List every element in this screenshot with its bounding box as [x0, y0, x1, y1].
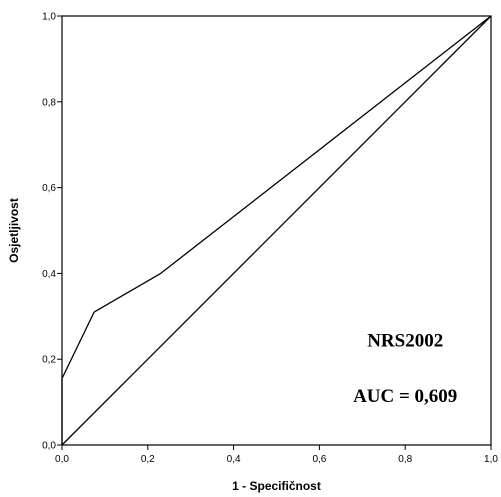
roc-curve-line: [61, 15, 492, 445]
reference-diagonal-line: [61, 15, 492, 446]
y-tick-label: 0,2: [42, 355, 56, 366]
y-axis-title: Osjetljivost: [7, 198, 21, 263]
x-tick-label: 1,0: [484, 454, 498, 465]
annotation-model-name: NRS2002: [367, 330, 443, 351]
x-axis-title: 1 - Specifičnost: [232, 479, 321, 493]
plot-border: [61, 15, 492, 446]
y-axis: 0,0 0,2 0,4 0,6 0,8 1,0: [42, 12, 62, 452]
x-tick-label: 0,2: [141, 454, 155, 465]
series-group: [61, 15, 492, 446]
annotation-auc: AUC = 0,609: [353, 386, 457, 407]
x-axis: 0,0 0,2 0,4 0,6 0,8 1,0: [55, 445, 498, 465]
x-tick-label: 0,6: [312, 454, 326, 465]
annotations-group: NRS2002 AUC = 0,609: [353, 330, 457, 407]
x-tick-label: 0,0: [55, 454, 69, 465]
plot-area: [61, 15, 492, 446]
y-tick-label: 0,4: [42, 269, 56, 280]
x-tick-label: 0,4: [227, 454, 241, 465]
y-tick-label: 0,0: [42, 441, 56, 452]
y-tick-label: 0,8: [42, 97, 56, 108]
y-tick-label: 1,0: [42, 12, 56, 23]
y-tick-label: 0,6: [42, 183, 56, 194]
x-tick-label: 0,8: [398, 454, 412, 465]
